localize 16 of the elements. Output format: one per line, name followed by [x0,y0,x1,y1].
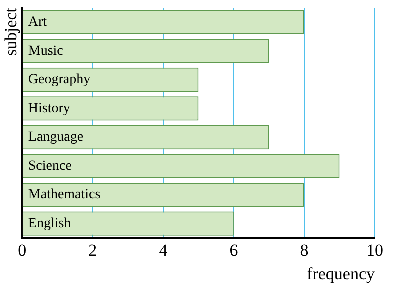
y-tick-label: Art [28,15,48,30]
x-tick-label: 6 [230,240,238,260]
x-tick-label: 4 [159,240,168,260]
y-tick-label: Mathematics [28,188,101,203]
x-axis-title: frequency [307,264,376,284]
y-tick-label: English [28,216,72,232]
x-tick-label: 0 [18,240,27,260]
y-tick-label: History [28,101,70,116]
y-tick-label: Language [28,130,84,146]
y-tick-label: Science [28,158,72,174]
y-tick-label: Geography [28,72,91,88]
x-tick-label: 2 [88,240,98,260]
x-tick-label: 8 [300,240,309,260]
y-axis-title: subject [2,8,21,56]
x-tick-label: 10 [366,240,384,260]
y-tick-label: Music [28,44,64,59]
